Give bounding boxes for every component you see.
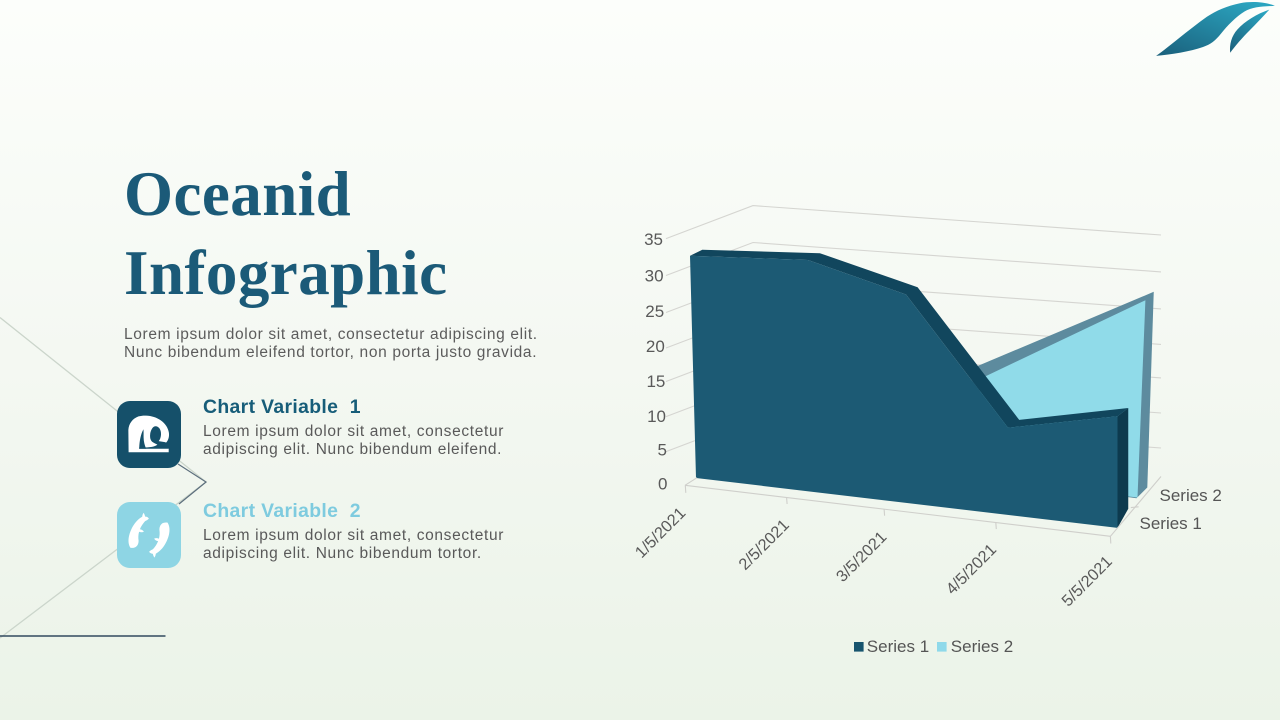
svg-text:20: 20 [646,337,665,356]
svg-text:10: 10 [647,407,666,426]
svg-text:1/5/2021: 1/5/2021 [632,504,690,562]
svg-text:25: 25 [645,302,664,321]
svg-text:0: 0 [658,475,667,494]
svg-text:4/5/2021: 4/5/2021 [943,541,1001,599]
svg-text:Series 2: Series 2 [1160,486,1222,505]
svg-text:35: 35 [644,230,663,249]
svg-text:Series 1: Series 1 [1140,514,1202,533]
svg-text:30: 30 [645,266,664,285]
svg-text:Series 1: Series 1 [867,637,929,656]
svg-text:5: 5 [658,440,667,459]
svg-text:15: 15 [646,372,665,391]
svg-text:5/5/2021: 5/5/2021 [1058,553,1116,611]
svg-text:Series 2: Series 2 [951,637,1013,656]
svg-text:3/5/2021: 3/5/2021 [833,528,891,586]
svg-text:2/5/2021: 2/5/2021 [735,516,793,574]
